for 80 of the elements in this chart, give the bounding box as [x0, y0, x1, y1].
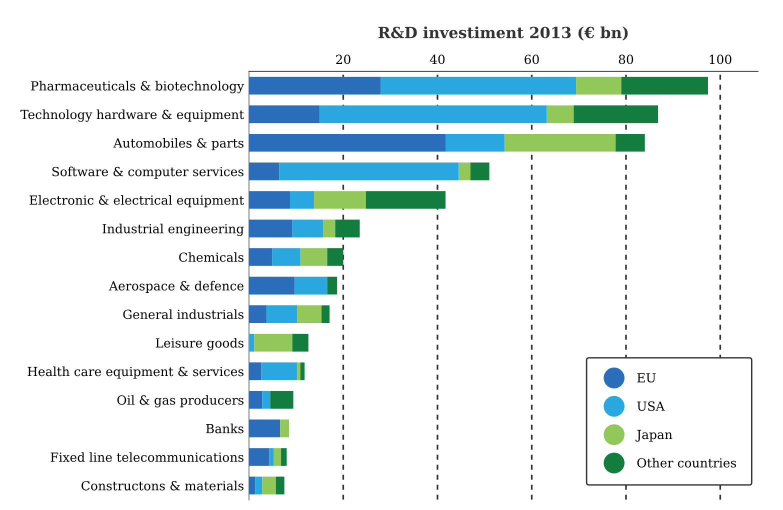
bar	[254, 334, 292, 352]
y-tick-label: Banks	[206, 424, 244, 434]
bar	[262, 390, 270, 409]
y-tick-label: Pharmaceuticals & biotechnology	[31, 80, 244, 94]
bar	[320, 105, 547, 124]
bar	[262, 476, 276, 494]
bar	[322, 305, 330, 324]
y-tick-label: Automobiles & parts	[113, 138, 244, 150]
bar	[266, 305, 298, 324]
bar	[248, 476, 256, 494]
bar	[621, 76, 708, 95]
bar	[294, 276, 328, 294]
bar	[446, 134, 504, 152]
y-tick-label: Health care equipment & services	[28, 366, 244, 379]
legend-label: Japan	[636, 430, 672, 442]
y-tick-label: Software & computer services	[52, 166, 244, 179]
bar	[504, 134, 616, 152]
bar	[380, 76, 576, 95]
x-tick-label: 60	[524, 54, 539, 64]
bar	[248, 134, 446, 152]
x-tick-label: 20	[336, 54, 350, 64]
bar	[300, 362, 305, 380]
y-tick-label: Aerospace & defence	[108, 280, 244, 293]
legend-label: Other countries	[637, 458, 736, 468]
legend-label: USA	[637, 401, 665, 411]
bar	[280, 420, 290, 438]
x-tick-label: 40	[430, 54, 445, 64]
bar	[248, 448, 270, 466]
bar	[322, 220, 336, 238]
bar	[270, 390, 294, 409]
bar	[300, 248, 328, 266]
y-tick-label: Oil & gas producers	[117, 395, 244, 408]
y-tick-label: Constructons & materials	[82, 480, 244, 490]
y-tick-label: Industrial engineering	[102, 224, 244, 236]
bar	[292, 220, 323, 238]
bar	[292, 334, 308, 352]
bar	[616, 134, 645, 152]
bar	[248, 162, 280, 180]
bar	[279, 162, 459, 180]
bar	[297, 362, 300, 380]
bar	[274, 448, 282, 466]
bar	[366, 191, 446, 209]
bar	[248, 191, 290, 209]
bar	[261, 362, 298, 380]
bar	[576, 76, 622, 95]
x-tick-label: 80	[618, 54, 634, 64]
bar	[255, 476, 262, 494]
x-tick-label: 100	[710, 54, 732, 64]
y-tick-label: Electronic & electrical equipment	[30, 195, 244, 208]
bar	[574, 105, 658, 124]
y-tick-label: Fixed line telecommunications	[50, 452, 244, 462]
bar	[314, 191, 366, 209]
bar	[290, 191, 314, 209]
chart-title: R&D investiment 2013 (€ bn)	[378, 26, 628, 40]
bar	[248, 420, 280, 438]
bar	[248, 390, 262, 409]
bar	[458, 162, 470, 180]
bar	[248, 105, 320, 124]
y-tick-label: Chemicals	[179, 252, 244, 262]
bar	[470, 162, 490, 180]
bar	[327, 276, 338, 294]
bar	[276, 476, 284, 494]
bar	[281, 448, 287, 466]
bar	[248, 276, 295, 294]
bar	[272, 248, 300, 266]
bar	[327, 248, 344, 266]
y-tick-label: Leisure goods	[156, 338, 244, 350]
bar	[248, 76, 380, 95]
bar	[297, 305, 322, 324]
bar	[248, 334, 254, 352]
bar	[269, 448, 274, 466]
bar	[248, 220, 292, 238]
y-tick-label: Technology hardware & equipment	[20, 109, 244, 122]
legend-label: EU	[637, 373, 656, 383]
y-tick-label: General industrials	[123, 309, 244, 320]
bar	[248, 248, 272, 266]
bar	[335, 220, 360, 238]
bar	[248, 362, 262, 380]
bar	[546, 105, 574, 124]
bar	[248, 305, 266, 324]
